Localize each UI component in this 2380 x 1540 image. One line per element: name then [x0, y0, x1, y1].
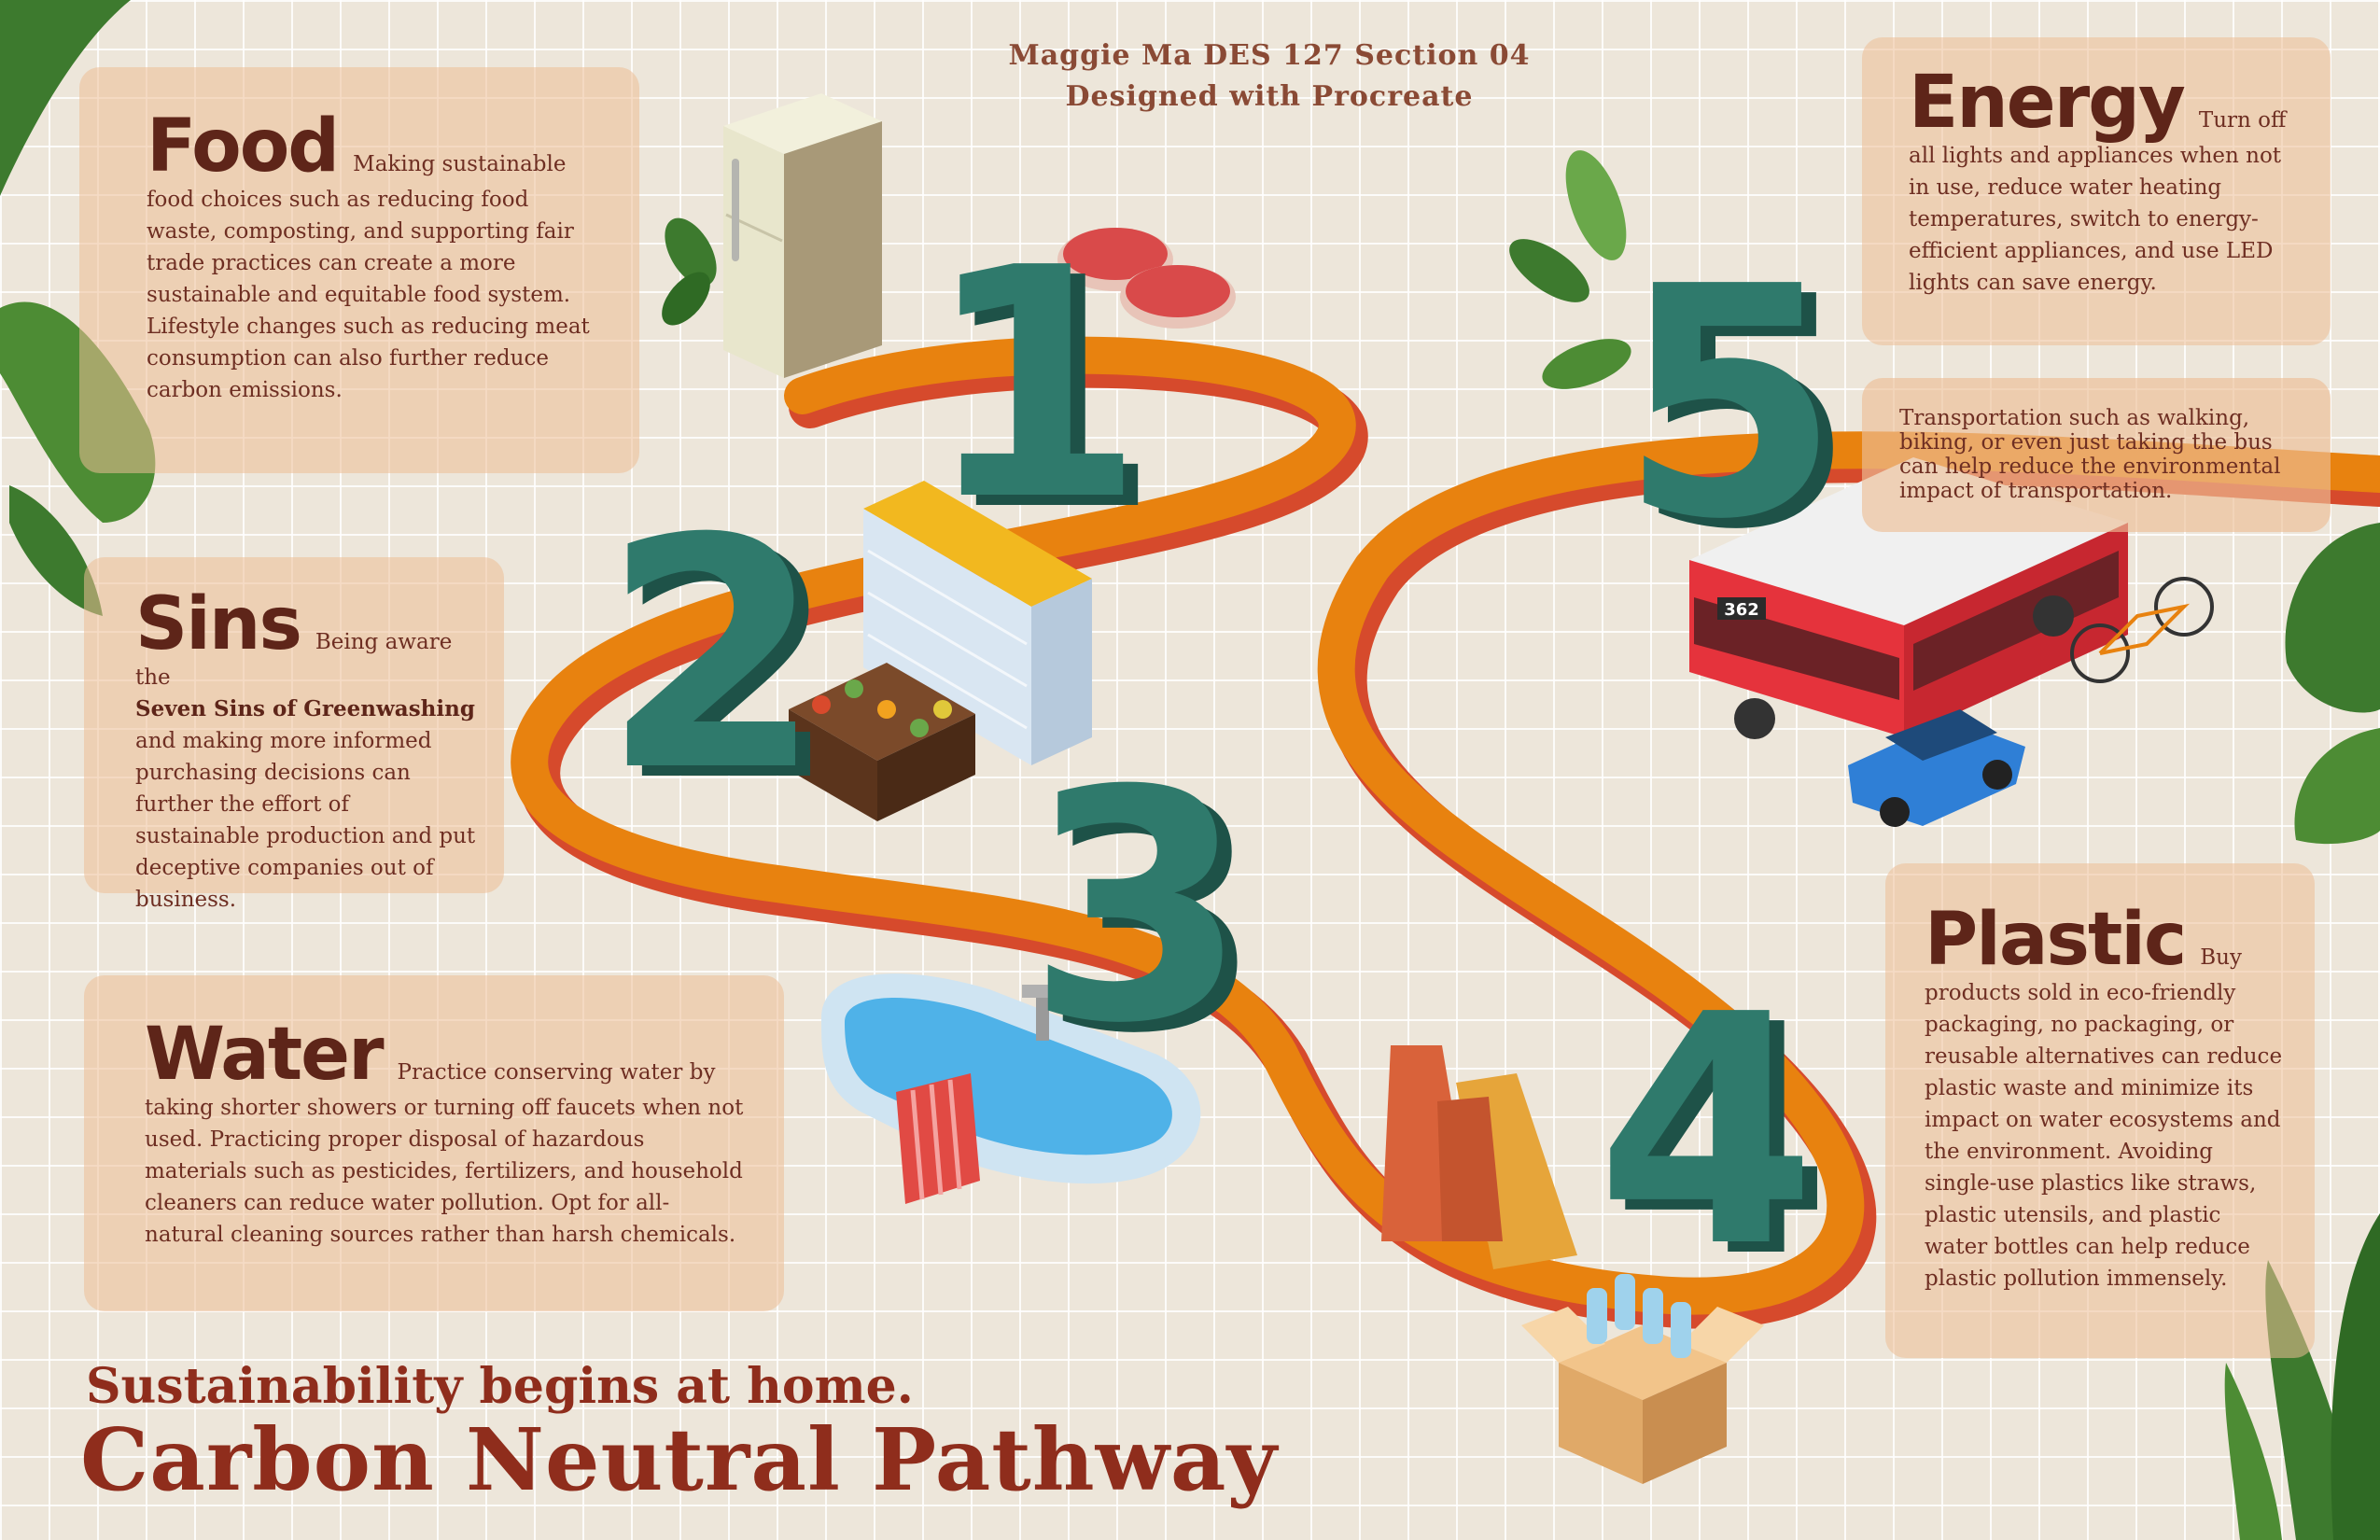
sins-intro: Being aware the: [135, 630, 453, 690]
tagline: Sustainability begins at home.: [86, 1358, 914, 1415]
poster-title: Carbon Neutral Pathway: [80, 1409, 1278, 1510]
step-number-4-shadow: 4: [1611, 958, 1832, 1327]
step-number-5-shadow: 5: [1634, 230, 1855, 599]
author-credit: Maggie Ma DES 127 Section 04 Designed wi…: [989, 35, 1549, 118]
energy-body: Turn off all lights and appliances when …: [1909, 108, 2287, 295]
sins-heading: Sins: [135, 582, 302, 666]
plastic-card: Plastic Buy products sold in eco-friendly…: [1885, 863, 2315, 1358]
small-plant: [662, 217, 717, 326]
pathway-road: [511, 336, 2380, 1315]
energy-heading: Energy: [1909, 61, 2186, 145]
water-body: Practice conserving water by taking shor…: [145, 1060, 744, 1247]
steak-illustration: [1057, 228, 1236, 329]
plastic-bags-illustration: [1381, 1045, 1577, 1269]
transportation-card: Transportation such as walking, biking, …: [1862, 378, 2331, 532]
transportation-body: Transportation such as walking, biking, …: [1899, 406, 2281, 503]
winding-pathway: [511, 336, 2380, 1329]
step-number-3-shadow: 3: [1042, 734, 1263, 1103]
food-heading: Food: [147, 105, 340, 189]
sins-emphasis: Seven Sins of Greenwashing: [135, 696, 475, 721]
bicycle-illustration: [2070, 577, 2214, 683]
water-card: Water Practice conserving water by taking…: [84, 975, 784, 1311]
sins-body: and making more informed purchasing deci…: [135, 729, 476, 912]
step-number-3: 3: [1027, 723, 1248, 1093]
water-bottle-box-illustration: [1521, 1274, 1764, 1484]
step-number-2-shadow: 2: [617, 482, 838, 851]
step-number-2: 2: [602, 471, 823, 841]
plant-decoration: [1509, 150, 1631, 389]
step-number-5: 5: [1619, 219, 1841, 589]
food-body: Making sustainable food choices such as …: [147, 152, 590, 402]
bus-number: 362: [1724, 600, 1759, 620]
plastic-heading: Plastic: [1925, 898, 2187, 982]
step-number-1: 1: [924, 201, 1145, 570]
refrigerator-illustration: [723, 93, 882, 378]
plastic-body: Buy products sold in eco-friendly packag…: [1925, 945, 2283, 1291]
bathtub-illustration: [821, 973, 1201, 1204]
author-credit-line-2: Designed with Procreate: [1065, 80, 1474, 113]
step-number-1-shadow: 1: [939, 211, 1160, 581]
grocery-shelf-illustration: [789, 481, 1092, 821]
energy-card: Energy Turn off all lights and appliances…: [1862, 37, 2331, 345]
step-number-4: 4: [1596, 947, 1817, 1317]
author-credit-line-1: Maggie Ma DES 127 Section 04: [1008, 39, 1531, 72]
food-card: Food Making sustainable food choices such…: [79, 67, 639, 473]
sins-card: Sins Being aware the Seven Sins of Greenwa…: [84, 557, 504, 912]
water-heading: Water: [145, 1013, 385, 1097]
car-illustration: [1848, 709, 2025, 827]
monstera-leaf-right: [2285, 523, 2380, 845]
